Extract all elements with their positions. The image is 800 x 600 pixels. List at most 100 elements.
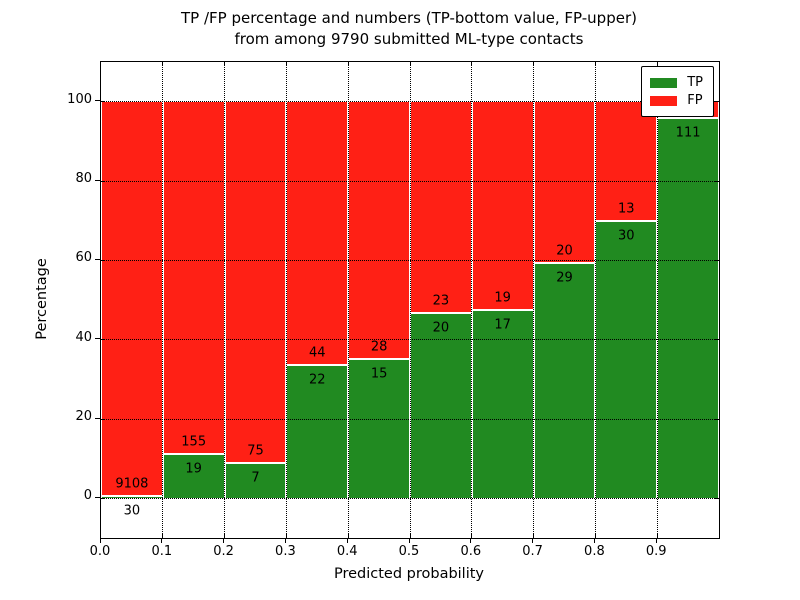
v-gridline	[347, 62, 349, 538]
x-tick-label: 0.7	[522, 544, 543, 559]
y-tick-in-right	[715, 497, 719, 499]
x-tick-in-top	[347, 62, 349, 66]
x-tick-in-top	[594, 62, 596, 66]
fp-bar-segment	[101, 101, 163, 498]
y-tick-label: 100	[67, 91, 92, 107]
chart-title: TP /FP percentage and numbers (TP-bottom…	[100, 8, 718, 50]
tp-bar-segment	[657, 118, 719, 499]
fp-bar-segment	[224, 101, 287, 465]
x-tick-in-top	[409, 62, 411, 66]
x-tick-in-top	[533, 62, 535, 66]
fp-bar-segment	[533, 101, 596, 264]
plot-area: 9108 30 155 19 75 7 44 22 28 15 23 20 19 17 20 29 13 30 11…	[100, 61, 720, 539]
fp-count-label: 155	[181, 434, 207, 450]
tp-legend-swatch	[650, 77, 678, 88]
y-tick-in-left	[101, 497, 105, 499]
x-tick-out	[408, 538, 410, 543]
tp-count-label: 7	[251, 470, 260, 486]
x-tick-in-top	[285, 62, 287, 66]
x-tick-label: 0.4	[336, 544, 358, 559]
x-tick-label: 0.2	[213, 544, 234, 559]
tp-count-label: 19	[185, 461, 202, 477]
x-tick-in-bottom	[594, 534, 596, 538]
y-tick-label: 60	[75, 250, 92, 266]
y-tick-in-right	[715, 180, 719, 182]
y-tick-out	[95, 100, 100, 102]
x-tick-in-top	[656, 62, 658, 66]
x-tick-in-bottom	[162, 534, 164, 538]
legend: TP FP	[641, 66, 714, 117]
v-gridline	[409, 62, 411, 538]
v-gridline	[162, 62, 164, 538]
y-tick-label: 80	[75, 171, 92, 186]
y-tick-out	[95, 496, 100, 498]
tp-bar-segment	[286, 366, 349, 499]
fp-bar-segment	[410, 101, 472, 314]
x-tick-label: 0.0	[89, 544, 111, 559]
legend-entry-fp: FP	[650, 93, 703, 108]
v-gridline	[656, 62, 658, 538]
tp-bar-segment	[348, 359, 410, 499]
x-tick-out	[284, 538, 286, 543]
tp-count-label: 22	[309, 372, 326, 388]
tp-count-label: 30	[123, 503, 141, 519]
y-tick-in-left	[101, 180, 105, 182]
fp-legend-swatch	[650, 95, 678, 106]
x-tick-in-top	[471, 62, 473, 66]
x-tick-label: 0.8	[584, 544, 605, 559]
x-tick-in-bottom	[409, 534, 411, 538]
x-tick-label: 0.1	[151, 544, 173, 559]
x-tick-out	[655, 538, 657, 543]
y-tick-in-right	[715, 101, 719, 103]
x-tick-in-bottom	[347, 534, 349, 538]
chart-title-line2: from among 9790 submitted ML-type contac…	[234, 30, 584, 48]
fp-legend-label: FP	[687, 93, 703, 108]
y-tick-out	[95, 417, 100, 419]
y-tick-out	[95, 338, 100, 340]
v-gridline	[285, 62, 287, 538]
y-tick-in-right	[715, 259, 719, 261]
x-tick-out	[99, 538, 101, 543]
y-tick-in-left	[101, 259, 105, 261]
x-tick-label: 0.3	[275, 544, 296, 559]
y-tick-label: 20	[75, 409, 92, 424]
y-tick-in-left	[101, 101, 105, 103]
x-tick-out	[161, 538, 163, 543]
y-tick-in-right	[715, 418, 719, 420]
x-tick-in-top	[162, 62, 164, 66]
v-gridline	[533, 62, 535, 538]
x-tick-out	[346, 538, 348, 543]
y-tick-label: 0	[83, 488, 92, 504]
fp-bar-segment	[471, 101, 534, 311]
fp-bar-segment	[348, 101, 410, 360]
x-tick-in-bottom	[471, 534, 473, 538]
x-tick-out	[470, 538, 472, 543]
y-tick-in-left	[101, 339, 105, 341]
x-tick-out	[593, 538, 595, 543]
tp-bar-segment	[533, 263, 596, 499]
fp-count-label: 20	[556, 243, 573, 259]
x-tick-in-bottom	[533, 534, 535, 538]
x-tick-label: 0.6	[460, 544, 482, 559]
tp-bar-segment	[410, 313, 472, 499]
fp-count-label: 13	[618, 201, 635, 217]
tp-bar-segment	[224, 464, 287, 499]
v-gridline	[471, 62, 473, 538]
y-tick-out	[95, 179, 100, 181]
fp-count-label: 23	[432, 293, 450, 309]
x-tick-in-bottom	[285, 534, 287, 538]
tp-count-label: 20	[432, 320, 450, 336]
tp-count-label: 111	[675, 125, 701, 141]
fp-bar-segment	[162, 101, 225, 455]
fp-count-label: 9108	[115, 476, 149, 492]
y-tick-label: 40	[75, 329, 92, 345]
y-axis-label: Percentage	[34, 258, 50, 340]
x-tick-out	[532, 538, 534, 543]
fp-count-label: 44	[309, 345, 326, 361]
y-tick-out	[95, 258, 100, 260]
x-axis-label: Predicted probability	[333, 566, 485, 582]
x-tick-in-top	[224, 62, 226, 66]
fp-count-label: 19	[494, 290, 511, 306]
y-tick-in-left	[101, 418, 105, 420]
